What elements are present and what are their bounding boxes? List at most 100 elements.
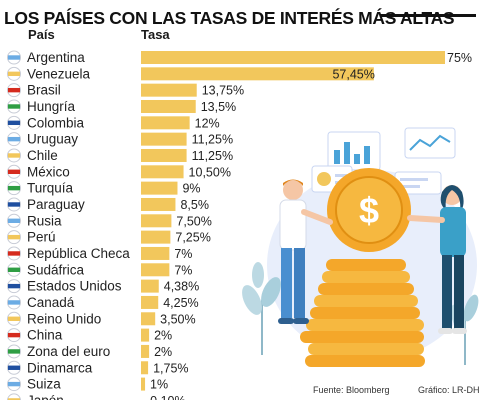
bar-row: Rusia 7,50%	[7, 213, 212, 228]
bar	[141, 214, 172, 228]
value-label: 11,25%	[192, 149, 233, 163]
flag-icon	[7, 246, 21, 261]
value-label: 7%	[174, 247, 192, 261]
value-label: 1%	[150, 378, 168, 392]
title-divider	[380, 14, 476, 17]
value-label: 10,50%	[189, 165, 231, 179]
value-label: -0,10%	[146, 394, 186, 400]
country-label: Japón	[27, 393, 64, 400]
flag-icon	[7, 360, 21, 375]
bar-row: Zona del euro 2%	[7, 344, 172, 359]
bar	[141, 246, 170, 260]
flag-icon	[7, 377, 21, 392]
value-label: 13,75%	[202, 84, 244, 98]
bar-row: Suiza 1%	[7, 377, 168, 392]
source-note: Fuente: Bloomberg	[313, 385, 390, 395]
value-label: 9%	[182, 182, 200, 196]
bar	[141, 312, 156, 326]
plant-icon	[242, 262, 281, 355]
flag-icon	[7, 295, 21, 310]
flag-icon	[7, 311, 21, 326]
value-label: 7,25%	[175, 231, 210, 245]
value-label: 8,5%	[180, 198, 209, 212]
country-label: Turquía	[27, 181, 74, 196]
bar	[141, 165, 184, 179]
bar-row: Dinamarca 1,75%	[7, 360, 189, 375]
value-label: 1,75%	[153, 361, 188, 375]
country-label: México	[27, 164, 70, 179]
flag-icon	[7, 213, 21, 228]
bar-row: Estados Unidos 4,38%	[7, 279, 199, 294]
country-label: Zona del euro	[27, 344, 110, 359]
bar	[141, 132, 187, 146]
country-label: Reino Unido	[27, 311, 101, 326]
value-label: 13,5%	[201, 100, 236, 114]
bar	[141, 279, 159, 293]
chart-title: LOS PAÍSES CON LAS TASAS DE INTERÉS MÁS …	[4, 8, 455, 28]
country-label: Chile	[27, 148, 58, 163]
bar	[141, 181, 178, 195]
coin-stack-icon	[300, 259, 425, 367]
value-label: 57,45%	[332, 67, 374, 81]
flag-icon	[7, 132, 21, 147]
country-label: Venezuela	[27, 66, 91, 81]
flag-icon	[7, 393, 21, 400]
flag-icon	[7, 344, 21, 359]
value-label: 4,25%	[163, 296, 198, 310]
flag-icon	[7, 83, 21, 98]
bar	[141, 51, 445, 64]
bar-row: Japón -0,10%	[7, 393, 186, 400]
flag-icon	[7, 99, 21, 114]
country-label: Rusia	[27, 213, 62, 228]
value-label: 2%	[154, 345, 172, 359]
flag-icon	[7, 115, 21, 130]
flag-icon	[7, 148, 21, 163]
flag-icon	[7, 197, 21, 212]
bar	[141, 377, 146, 391]
country-label: Perú	[27, 230, 56, 245]
bar-row: Canadá 4,25%	[7, 295, 199, 310]
flag-icon	[7, 279, 21, 294]
value-label: 7,50%	[176, 214, 211, 228]
man-figure	[278, 179, 333, 324]
bar-row: Hungría 13,5%	[7, 99, 236, 114]
bar-row: Perú 7,25%	[7, 230, 211, 245]
country-label: China	[27, 328, 63, 343]
bar	[141, 295, 159, 309]
country-label: Dinamarca	[27, 360, 93, 375]
coin-symbol: $	[359, 190, 379, 231]
bar	[141, 361, 149, 375]
country-label: Sudáfrica	[27, 262, 85, 277]
bar	[141, 83, 197, 97]
credit-note: Gráfico: LR-DH	[418, 385, 480, 395]
bar	[141, 230, 171, 244]
country-label: Uruguay	[27, 132, 78, 147]
flag-icon	[7, 230, 21, 245]
flag-icon	[7, 181, 21, 196]
bar	[141, 148, 187, 162]
bar	[141, 344, 150, 358]
value-label: 2%	[154, 329, 172, 343]
bar-row: Paraguay 8,5%	[7, 197, 209, 212]
country-label: Brasil	[27, 83, 61, 98]
bar-row: Chile 11,25%	[7, 148, 233, 163]
value-label: 12%	[195, 116, 220, 130]
flag-icon	[7, 66, 21, 81]
value-label: 4,38%	[164, 280, 199, 294]
value-label: 75%	[447, 51, 472, 65]
bar	[141, 116, 190, 130]
flag-icon	[7, 164, 21, 179]
dollar-coin-icon: $	[327, 168, 411, 252]
bar-row: México 10,50%	[7, 164, 231, 179]
country-label: Paraguay	[27, 197, 85, 212]
bar	[141, 263, 170, 277]
bar-row: Argentina 75%	[7, 50, 472, 65]
bar	[141, 197, 176, 211]
country-label: Argentina	[27, 50, 85, 65]
bar-row: China 2%	[7, 328, 172, 343]
country-label: República Checa	[27, 246, 130, 261]
flag-icon	[7, 262, 21, 277]
bar	[141, 67, 374, 81]
